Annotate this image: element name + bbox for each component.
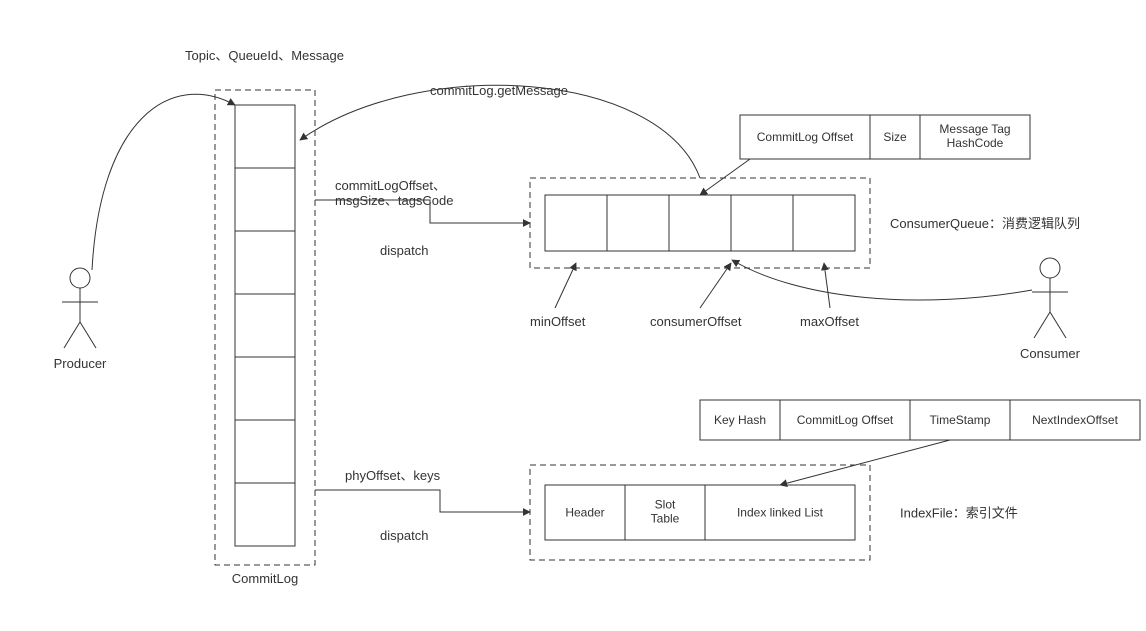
connector: [1034, 312, 1050, 338]
index-file-col-label: Table: [651, 512, 680, 526]
connector: [824, 263, 830, 308]
dispatch1-desc: commitLogOffset、: [335, 178, 446, 193]
producer-actor-head: [70, 268, 90, 288]
dispatch2-label: dispatch: [380, 528, 428, 543]
index-file-col-label: Index linked List: [737, 506, 824, 520]
connector: [1050, 312, 1066, 338]
connector: [780, 440, 950, 485]
connector: [92, 94, 235, 270]
commitlog-cell: [235, 294, 295, 357]
consumer-queue-label: ConsumerQueue：消费逻辑队列: [890, 216, 1080, 231]
commitlog-cell: [235, 483, 295, 546]
dispatch2-desc: phyOffset、keys: [345, 468, 441, 483]
dispatch1-label: dispatch: [380, 243, 428, 258]
connector: [700, 159, 750, 195]
connector: [315, 490, 530, 512]
consumer-queue-cell: [793, 195, 855, 251]
connector: [64, 322, 80, 348]
index-file-col-label: Slot: [655, 498, 676, 512]
connector: [80, 322, 96, 348]
topic-queue-message-label: Topic、QueueId、Message: [185, 48, 344, 63]
index-entry-col-label: TimeStamp: [930, 413, 991, 427]
commitlog-cell: [235, 420, 295, 483]
cq-entry-col-label: HashCode: [947, 136, 1004, 150]
index-entry-col-label: NextIndexOffset: [1032, 413, 1118, 427]
connector: [700, 263, 731, 308]
min-offset-label: minOffset: [530, 314, 586, 329]
commitlog-cell: [235, 357, 295, 420]
producer-actor-label: Producer: [54, 356, 107, 371]
commitlog-cell: [235, 168, 295, 231]
cq-entry-col-label: Message Tag: [939, 122, 1010, 136]
dispatch1-desc: msgSize、tagsCode: [335, 193, 454, 208]
index-entry-col-label: Key Hash: [714, 413, 766, 427]
commitlog-cell: [235, 105, 295, 168]
consumer-queue-container: [530, 178, 870, 268]
consumer-queue-cell: [607, 195, 669, 251]
consumer-actor-head: [1040, 258, 1060, 278]
connector: [732, 260, 1032, 300]
consumer-queue-cell: [669, 195, 731, 251]
index-file-col-label: Header: [565, 506, 604, 520]
index-file-label: IndexFile：索引文件: [900, 506, 1018, 521]
get-message-label: commitLog.getMessage: [430, 83, 568, 98]
connector: [555, 263, 576, 308]
consumer-queue-cell: [545, 195, 607, 251]
commitlog-cell: [235, 231, 295, 294]
max-offset-label: maxOffset: [800, 314, 859, 329]
commitlog-container: [215, 90, 315, 565]
index-entry-col-label: CommitLog Offset: [797, 413, 894, 427]
consumer-actor-label: Consumer: [1020, 346, 1081, 361]
commitlog-label: CommitLog: [232, 571, 298, 586]
cq-entry-col-label: Size: [883, 130, 907, 144]
consumer-queue-cell: [731, 195, 793, 251]
cq-entry-col-label: CommitLog Offset: [757, 130, 854, 144]
consumer-offset-label: consumerOffset: [650, 314, 742, 329]
connector: [300, 85, 700, 178]
